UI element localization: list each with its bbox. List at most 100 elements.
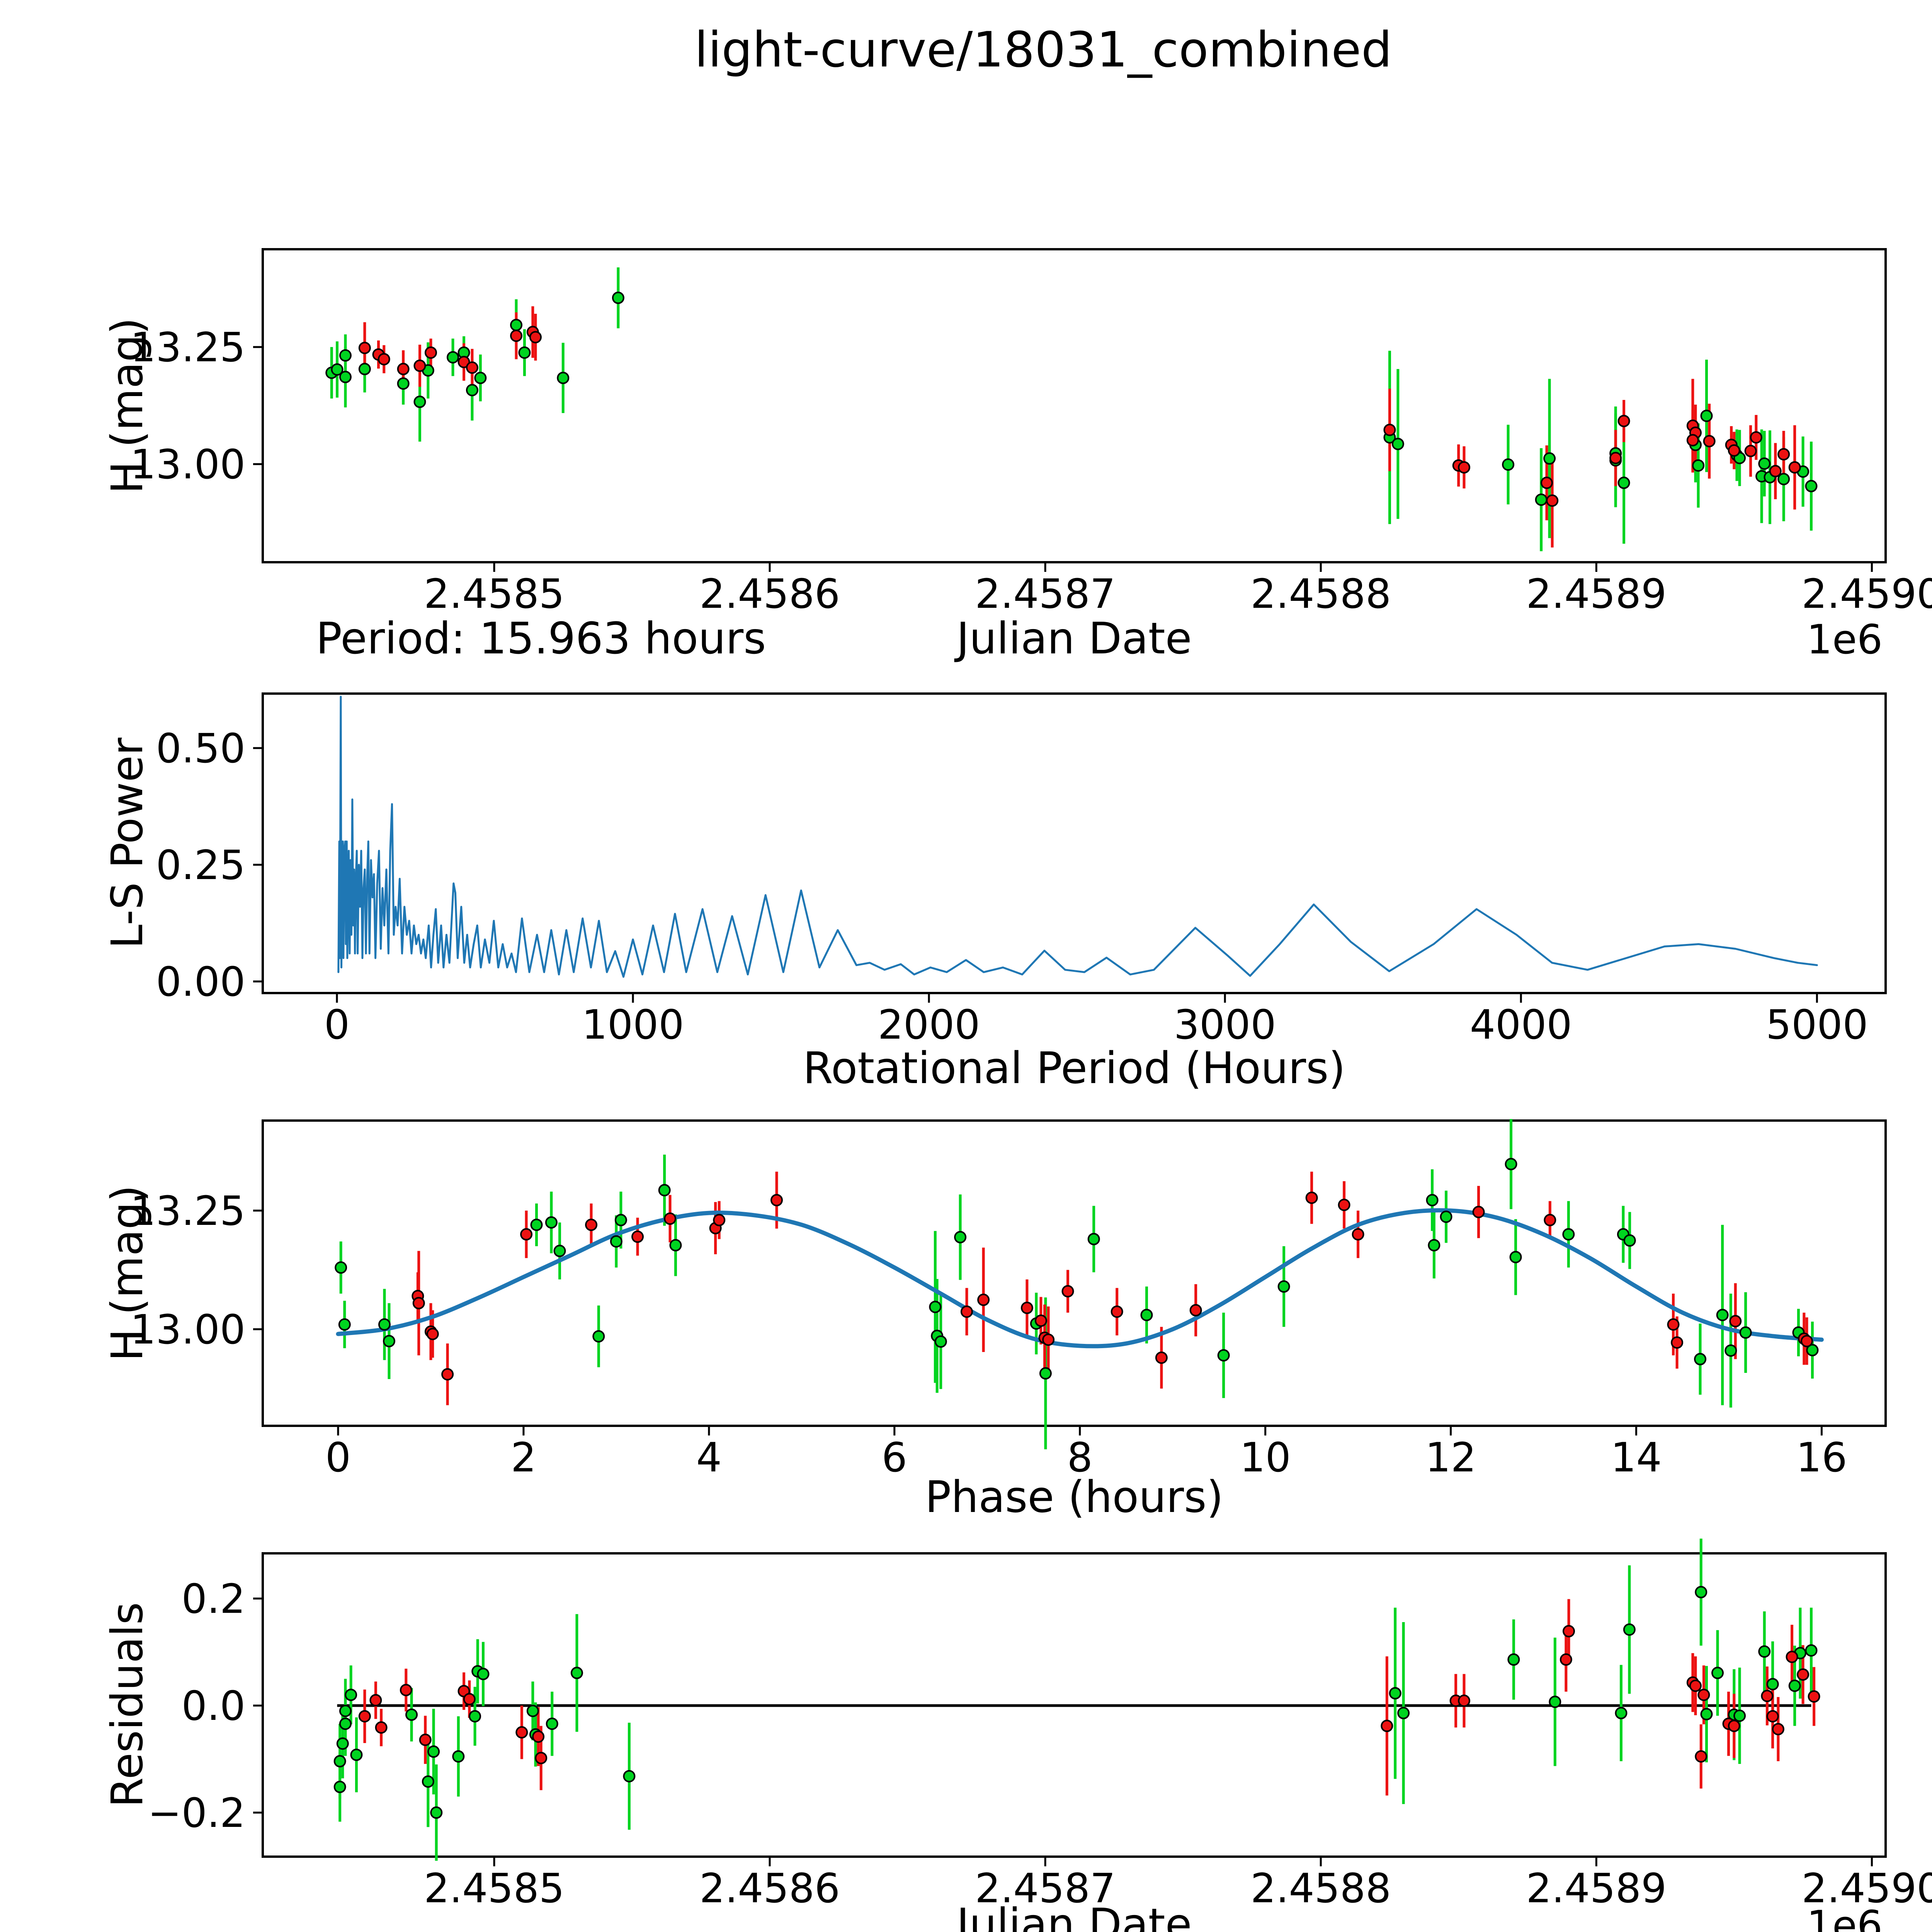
data-point-green — [553, 1245, 566, 1257]
data-point-red — [1562, 1625, 1575, 1638]
data-point-green — [954, 1231, 967, 1243]
data-point-red — [1689, 1679, 1702, 1692]
data-point-green — [350, 1748, 363, 1761]
data-point-red — [1788, 461, 1801, 474]
data-point-green — [518, 346, 531, 359]
x-tick-label: 6 — [882, 1434, 907, 1481]
fit-curve — [336, 1208, 1824, 1349]
data-point-green — [1140, 1309, 1153, 1321]
data-point-red — [397, 363, 410, 376]
data-point-green — [452, 1750, 465, 1763]
data-point-red — [1728, 444, 1740, 457]
data-point-green — [1695, 1586, 1708, 1599]
data-point-green — [1217, 1349, 1230, 1362]
data-point-red — [466, 361, 478, 374]
data-point-red — [1695, 1750, 1708, 1763]
data-point-green — [339, 1704, 352, 1717]
y-tick-label: 0.25 — [156, 842, 245, 889]
data-point-green — [1505, 1158, 1517, 1170]
data-point-green — [1623, 1234, 1636, 1247]
x-tick-label: 2.4588 — [1250, 1865, 1391, 1912]
data-point-green — [331, 363, 344, 376]
data-point-green — [358, 363, 371, 376]
data-point-red — [1305, 1191, 1318, 1204]
x-tick-label: 2000 — [878, 1001, 980, 1048]
data-point-green — [474, 372, 487, 384]
axis1-ylabel: H (mag) — [102, 317, 153, 494]
data-point-red — [1671, 1336, 1684, 1349]
data-point-green — [1039, 1367, 1052, 1380]
data-point-green — [333, 1781, 346, 1793]
x-tick-label: 2.4586 — [699, 1865, 840, 1912]
data-point-red — [1458, 1694, 1470, 1707]
x-tick-label: 16 — [1796, 1434, 1847, 1481]
data-point-green — [545, 1216, 558, 1229]
data-point-red — [1808, 1690, 1820, 1703]
data-point-red — [1546, 494, 1559, 507]
axis2-ylabel: L-S Power — [102, 737, 153, 949]
data-point-green — [339, 371, 352, 383]
data-point-red — [412, 1297, 425, 1310]
data-point-red — [1729, 1315, 1742, 1328]
axis4-ylabel: Residuals — [102, 1602, 153, 1808]
data-point-red — [1750, 431, 1762, 444]
data-point-red — [520, 1228, 533, 1241]
data-point-red — [1609, 452, 1622, 464]
data-point-green — [1805, 480, 1818, 493]
x-tick-label: 2.4586 — [699, 570, 840, 617]
data-point-green — [929, 1301, 942, 1313]
data-point-red — [1697, 1689, 1710, 1701]
axis3-ylabel: H (mag) — [102, 1185, 153, 1362]
data-point-green — [1391, 437, 1404, 450]
y-tick-label: 13.00 — [130, 441, 245, 488]
data-point-red — [977, 1293, 990, 1306]
data-point-green — [526, 1704, 539, 1717]
data-point-red — [1761, 1690, 1774, 1702]
data-point-red — [1797, 1668, 1810, 1681]
data-point-red — [1667, 1318, 1680, 1331]
data-point-red — [1338, 1199, 1350, 1211]
data-point-green — [338, 1318, 351, 1331]
axis3-xlabel: Phase (hours) — [925, 1472, 1224, 1522]
axis1-offset-label: 1e6 — [1806, 616, 1883, 663]
x-tick-label: 2.4590 — [1801, 570, 1932, 617]
data-point-green — [1397, 1707, 1410, 1719]
data-point-red — [1703, 435, 1716, 447]
data-point-green — [1617, 476, 1630, 489]
x-tick-label: 2 — [511, 1434, 536, 1481]
data-point-green — [934, 1335, 947, 1348]
data-point-green — [592, 1330, 605, 1343]
data-point-green — [466, 384, 478, 396]
data-point-red — [457, 355, 470, 368]
data-point-green — [1788, 1679, 1801, 1692]
data-point-red — [1766, 1710, 1779, 1723]
axis1-xlabel: Julian Date — [956, 614, 1192, 664]
data-point-green — [477, 1668, 490, 1680]
data-point-red — [1155, 1351, 1168, 1364]
data-point-green — [1562, 1228, 1575, 1241]
data-point-red — [1458, 461, 1470, 474]
data-point-green — [333, 1755, 346, 1768]
data-point-red — [463, 1693, 476, 1706]
axes-frame-0 — [262, 248, 1887, 563]
data-point-green — [1549, 1696, 1561, 1708]
data-point-red — [441, 1368, 454, 1381]
data-point-red — [1061, 1285, 1074, 1298]
data-point-green — [1440, 1210, 1452, 1223]
data-point-red — [1686, 434, 1699, 447]
data-point-green — [658, 1184, 671, 1197]
data-point-green — [397, 377, 410, 390]
data-point-red — [1383, 423, 1396, 436]
data-point-green — [1739, 1326, 1752, 1339]
data-point-red — [1772, 1723, 1784, 1735]
data-point-red — [1617, 415, 1630, 427]
data-point-green — [1694, 1353, 1707, 1366]
data-point-red — [585, 1218, 598, 1231]
x-tick-label: 12 — [1425, 1434, 1476, 1481]
data-point-green — [1700, 1708, 1713, 1721]
axis4-xlabel: Julian Date — [956, 1900, 1192, 1932]
data-point-green — [422, 1775, 434, 1788]
data-point-green — [1087, 1233, 1100, 1245]
data-point-red — [515, 1726, 528, 1739]
data-point-green — [447, 351, 459, 364]
